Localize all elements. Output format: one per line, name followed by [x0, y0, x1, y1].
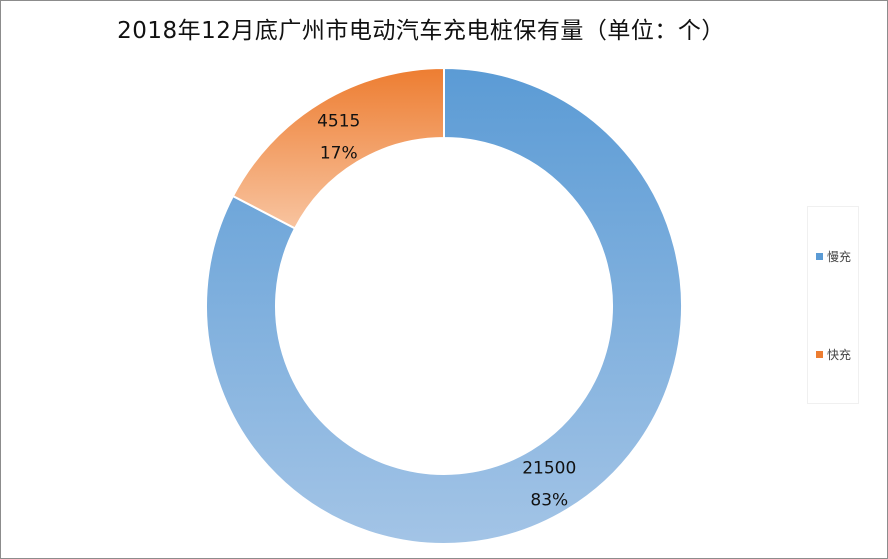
slice-fast-charging: [231, 66, 445, 230]
legend-item-fast: 快充: [816, 346, 851, 363]
data-label-value-slow: 21500: [522, 459, 576, 479]
legend-swatch-fast: [816, 351, 823, 358]
slice-slow-charging: [205, 66, 683, 545]
data-label-percent-fast: 17%: [320, 143, 358, 163]
data-label-value-fast: 4515: [317, 111, 360, 131]
legend-label-fast: 快充: [827, 348, 852, 362]
legend-swatch-slow: [816, 253, 823, 260]
chart-title: 2018年12月底广州市电动汽车充电桩保有量（单位：个）: [117, 18, 725, 44]
chart-legend: 慢充 快充: [807, 206, 859, 404]
legend-item-slow: 慢充: [816, 248, 851, 265]
legend-label-slow: 慢充: [827, 250, 852, 264]
data-label-percent-slow: 83%: [530, 491, 568, 511]
